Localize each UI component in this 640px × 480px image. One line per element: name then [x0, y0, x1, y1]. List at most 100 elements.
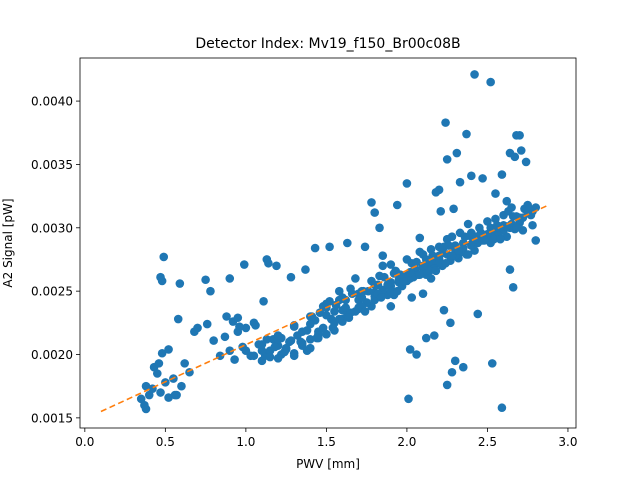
data-point [521, 157, 531, 167]
data-point [431, 266, 441, 276]
data-point [378, 251, 388, 260]
data-point [418, 289, 428, 298]
data-point [164, 393, 173, 402]
data-point [531, 203, 541, 212]
x-tick-label: 2.5 [478, 435, 497, 449]
data-point [202, 319, 212, 329]
data-point [508, 212, 518, 221]
data-point [473, 309, 483, 319]
data-point [447, 232, 457, 241]
data-point [357, 293, 367, 302]
data-point [489, 234, 499, 244]
data-point [235, 322, 244, 331]
data-point [450, 356, 460, 366]
x-tick-label: 1.0 [236, 435, 255, 449]
data-point [441, 118, 450, 127]
data-point [156, 272, 165, 282]
data-point [159, 252, 169, 262]
data-point [272, 261, 281, 271]
data-point [280, 347, 289, 357]
data-point [404, 394, 413, 404]
data-point [170, 390, 180, 400]
data-point [273, 354, 283, 363]
data-point [296, 337, 305, 347]
data-point [525, 204, 534, 214]
data-point [386, 260, 396, 269]
data-point [383, 280, 392, 290]
chart-title: Detector Index: Mv19_f150_Br00c08B [195, 36, 460, 52]
data-point [305, 343, 315, 353]
data-point [367, 198, 376, 207]
data-point [257, 346, 267, 356]
data-point [447, 251, 457, 260]
data-point [209, 336, 218, 345]
data-point [360, 307, 370, 316]
data-point [343, 238, 352, 248]
data-point [436, 207, 446, 216]
data-point [315, 308, 325, 317]
data-point [289, 351, 299, 361]
data-point [144, 390, 154, 400]
data-point [415, 270, 425, 279]
data-point [491, 189, 500, 198]
data-point [305, 319, 315, 329]
data-point [458, 362, 468, 372]
x-tick-label: 0.0 [75, 435, 94, 449]
data-point [241, 346, 251, 356]
data-point [405, 345, 415, 354]
data-point [415, 233, 425, 243]
data-point [467, 171, 476, 181]
y-axis-label: A2 Signal [pW] [1, 198, 15, 287]
data-point [399, 276, 408, 286]
data-point [442, 380, 452, 390]
data-point [425, 266, 434, 276]
data-point [392, 200, 402, 210]
data-point [201, 275, 210, 285]
data-point [483, 217, 492, 226]
y-tick-label: 0.0035 [31, 158, 73, 172]
data-point [153, 369, 162, 378]
data-point [446, 318, 455, 328]
data-point [233, 313, 243, 323]
data-point [344, 313, 354, 323]
data-point [479, 236, 489, 245]
data-point [486, 77, 495, 87]
data-points [136, 70, 541, 414]
data-point [463, 219, 473, 229]
data-point [334, 286, 344, 296]
data-point [460, 232, 470, 241]
data-point [206, 286, 215, 296]
fit-line-layer [100, 204, 549, 413]
data-point [239, 260, 249, 269]
data-point [363, 286, 373, 296]
data-point [273, 331, 283, 340]
data-point [157, 348, 167, 358]
data-point [164, 345, 173, 354]
data-point [386, 286, 396, 296]
data-point [507, 203, 516, 212]
data-point [180, 359, 189, 368]
y-tick-label: 0.0025 [31, 285, 73, 299]
x-tick-label: 2.0 [397, 435, 416, 449]
data-point [370, 208, 380, 217]
data-point [441, 258, 450, 268]
data-point [347, 289, 357, 298]
y-tick-label: 0.0020 [31, 348, 73, 362]
data-point [177, 381, 186, 391]
data-point [428, 251, 437, 260]
data-point [426, 274, 436, 283]
data-point [312, 333, 322, 343]
data-point [225, 274, 235, 283]
data-point [334, 314, 344, 324]
data-point [455, 177, 465, 187]
data-point [310, 243, 320, 253]
data-point [318, 323, 328, 333]
data-point [502, 222, 512, 231]
data-point [402, 179, 412, 188]
data-point [444, 241, 454, 250]
data-point [265, 352, 275, 362]
data-point [322, 329, 331, 339]
data-point [442, 155, 452, 164]
data-point [508, 283, 518, 292]
data-point [222, 312, 231, 321]
